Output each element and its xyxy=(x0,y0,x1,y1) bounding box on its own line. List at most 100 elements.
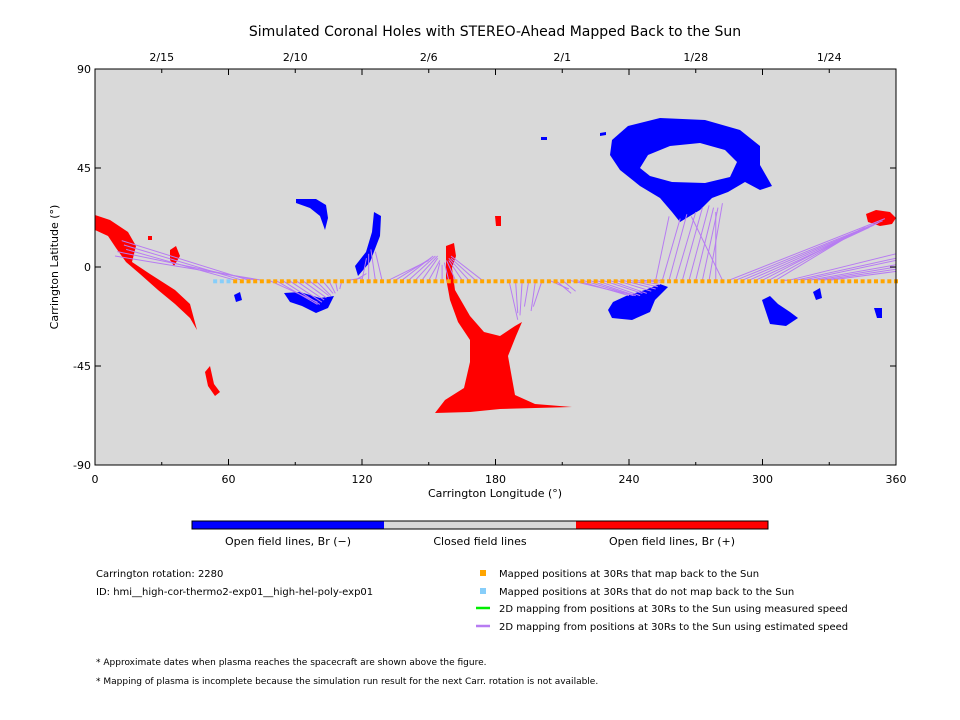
mapped-point xyxy=(620,279,625,284)
mapped-point xyxy=(293,279,298,284)
mapped-point xyxy=(647,279,652,284)
mapped-point xyxy=(319,279,324,284)
coronal-hole-positive-west-3 xyxy=(205,366,220,396)
mapped-point xyxy=(259,279,264,284)
mapping-line xyxy=(789,253,897,281)
mapped-point xyxy=(400,279,405,284)
mapping-line xyxy=(294,279,325,301)
mapping-line xyxy=(561,279,576,292)
mapped-point xyxy=(833,279,838,284)
chart-title: Simulated Coronal Holes with STEREO-Ahea… xyxy=(249,24,741,40)
mapped-point xyxy=(780,279,785,284)
y-tick-label: 90 xyxy=(77,63,91,76)
colorbar-label-closed: Closed field lines xyxy=(433,535,527,548)
mapped-point xyxy=(840,279,845,284)
unmapped-point xyxy=(219,279,224,284)
mapping-line xyxy=(655,216,670,281)
coronal-hole-positive-east xyxy=(866,210,896,226)
legend-label-measured: 2D mapping from positions at 30Rs to the… xyxy=(499,604,848,615)
mapped-point xyxy=(773,279,778,284)
mapped-point xyxy=(713,279,718,284)
mapped-point xyxy=(513,279,518,284)
mapping-line xyxy=(114,255,262,281)
mapping-line xyxy=(555,279,572,294)
mapped-point xyxy=(600,279,605,284)
mapped-point xyxy=(566,279,571,284)
mapping-line xyxy=(274,279,318,305)
mapped-point xyxy=(353,279,358,284)
mapped-point xyxy=(740,279,745,284)
mapped-point xyxy=(480,279,485,284)
colorbar-label-negative: Open field lines, Br (−) xyxy=(225,535,351,548)
mapped-point xyxy=(520,279,525,284)
coronal-hole-positive-south xyxy=(435,243,572,413)
mapped-point xyxy=(426,279,431,284)
mapping-line xyxy=(370,249,376,281)
mapped-point xyxy=(727,279,732,284)
mapping-line xyxy=(728,218,886,281)
mapped-point xyxy=(693,279,698,284)
mapped-point xyxy=(586,279,591,284)
mapping-line xyxy=(575,279,630,297)
mapped-point xyxy=(453,279,458,284)
date-tick-label: 2/10 xyxy=(283,51,308,64)
mapped-point xyxy=(827,279,832,284)
mapping-line xyxy=(795,257,897,281)
y-tick-label: -45 xyxy=(73,360,91,373)
coronal-hole-negative-east-3 xyxy=(813,288,822,300)
mapped-point xyxy=(446,279,451,284)
mapped-point xyxy=(413,279,418,284)
mapping-line xyxy=(515,280,519,314)
date-tick-label: 2/6 xyxy=(420,51,438,64)
mapping-line xyxy=(530,280,537,312)
mapped-point xyxy=(313,279,318,284)
coronal-hole-negative-equator-east xyxy=(608,284,668,320)
mapped-point xyxy=(733,279,738,284)
mapped-point xyxy=(760,279,765,284)
mapping-line xyxy=(450,257,476,281)
mapped-point xyxy=(820,279,825,284)
coronal-hole-negative-north-mid xyxy=(296,199,328,230)
mapped-point xyxy=(613,279,618,284)
mapped-point xyxy=(680,279,685,284)
colorbar-negative xyxy=(192,521,384,529)
mapped-point xyxy=(393,279,398,284)
mapped-point xyxy=(593,279,598,284)
mapped-point xyxy=(299,279,304,284)
mapped-point xyxy=(360,279,364,284)
mapping-line xyxy=(815,266,897,281)
mapping-line xyxy=(448,257,470,281)
mapped-point xyxy=(460,279,465,284)
mapped-point xyxy=(493,279,498,284)
mapped-point xyxy=(787,279,792,284)
mapped-point xyxy=(273,279,278,284)
mapped-point xyxy=(526,279,531,284)
mapped-point xyxy=(540,279,545,284)
mapped-point xyxy=(580,279,585,284)
mapping-line xyxy=(434,262,441,281)
mapping-line xyxy=(308,279,329,296)
coronal-holes xyxy=(95,118,896,413)
y-axis-label: Carrington Latitude (°) xyxy=(48,205,61,330)
mapped-point xyxy=(279,279,284,284)
x-tick-label: 0 xyxy=(92,473,99,486)
legend-marker-mapped xyxy=(480,570,486,576)
mapped-point xyxy=(420,279,425,284)
mapped-point xyxy=(573,279,578,284)
mapping-line xyxy=(642,279,663,283)
mapping-line xyxy=(519,280,523,316)
mapped-point xyxy=(707,279,712,284)
y-tick-label: 45 xyxy=(77,162,91,175)
mapped-point xyxy=(640,279,645,284)
mapped-point xyxy=(700,279,705,284)
mapped-point xyxy=(627,279,631,284)
run-id: ID: hmi__high-cor-thermo2-exp01__high-he… xyxy=(96,587,373,598)
coronal-hole-negative-speck-2 xyxy=(600,132,606,136)
mapped-point xyxy=(793,279,798,284)
mapping-line xyxy=(829,270,897,281)
mapping-line xyxy=(809,264,897,281)
mapping-line xyxy=(690,216,723,281)
mapped-point xyxy=(506,279,511,284)
mapped-point xyxy=(533,279,538,284)
mapping-line xyxy=(532,280,543,307)
